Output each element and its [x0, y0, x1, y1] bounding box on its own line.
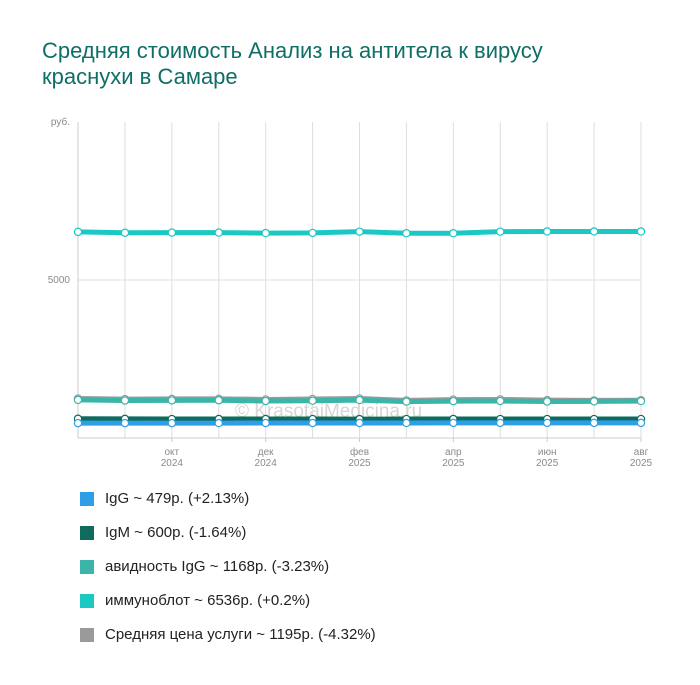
legend-label-immunoblot: иммуноблот ~ 6536р. (+0.2%): [105, 592, 311, 609]
x-tick-label-month: июн: [538, 447, 557, 458]
x-tick-label-month: апр: [445, 447, 462, 458]
x-tick-label-month: авг: [634, 447, 649, 458]
x-tick-label-month: дек: [258, 447, 274, 458]
y-axis-label: руб.: [51, 116, 70, 128]
legend-swatch-avidity: [80, 560, 94, 574]
data-point-immunoblot: [214, 228, 223, 237]
data-point-immunoblot: [261, 228, 270, 238]
data-point-immunoblot: [589, 227, 599, 236]
y-tick-label: 5000: [48, 275, 71, 286]
data-point-igg: [496, 418, 505, 428]
data-point-immunoblot: [402, 229, 411, 238]
data-point-avidity: [402, 397, 411, 406]
data-point-avidity: [167, 396, 177, 405]
x-tick-label-year: 2024: [255, 458, 278, 469]
data-point-immunoblot: [636, 227, 646, 236]
data-point-avidity: [355, 395, 364, 405]
data-point-avidity: [308, 396, 317, 405]
data-point-immunoblot: [355, 227, 364, 236]
data-point-avidity: [589, 397, 599, 406]
x-tick-label-year: 2025: [348, 458, 371, 469]
data-point-avidity: [542, 397, 552, 406]
line-chart: © KrasotaiMedicina.ru5000руб.окт2024дек2…: [48, 116, 653, 469]
x-tick-label-month: фев: [350, 446, 369, 458]
legend-swatch-immunoblot: [80, 594, 94, 608]
data-point-avidity: [214, 396, 223, 405]
data-point-immunoblot: [120, 228, 130, 237]
x-tick-label-year: 2024: [161, 458, 184, 469]
data-point-igg: [120, 418, 130, 428]
legend-label-igm: IgM ~ 600р. (-1.64%): [105, 524, 247, 541]
data-point-avidity: [120, 396, 130, 405]
data-point-immunoblot: [167, 228, 177, 237]
data-point-igg: [355, 418, 364, 428]
legend-label-avidity: авидность IgG ~ 1168р. (-3.23%): [105, 558, 330, 575]
data-point-igg: [261, 418, 270, 428]
data-point-immunoblot: [73, 227, 83, 237]
data-point-avidity: [73, 395, 83, 405]
data-point-igg: [402, 418, 411, 428]
x-tick-label-year: 2025: [630, 458, 653, 469]
data-point-igg: [636, 418, 646, 428]
data-point-igg: [308, 418, 317, 428]
data-point-immunoblot: [542, 227, 552, 236]
chart-title: Средняя стоимость Анализ на антитела к в…: [42, 38, 543, 89]
data-point-immunoblot: [308, 228, 317, 238]
legend-swatch-average: [80, 628, 94, 642]
data-point-immunoblot: [449, 229, 458, 238]
legend-label-average: Средняя цена услуги ~ 1195р. (-4.32%): [105, 626, 376, 643]
x-tick-label-year: 2025: [442, 458, 465, 469]
data-point-igg: [542, 418, 552, 428]
data-point-immunoblot: [496, 227, 505, 236]
data-point-avidity: [636, 396, 646, 406]
data-point-igg: [167, 418, 177, 428]
data-point-avidity: [496, 396, 505, 406]
legend-label-igg: IgG ~ 479р. (+2.13%): [105, 490, 250, 507]
legend-swatch-igg: [80, 492, 94, 506]
data-point-avidity: [261, 396, 270, 406]
x-tick-label-month: окт: [165, 447, 180, 458]
data-point-igg: [589, 418, 599, 428]
x-tick-label-year: 2025: [536, 458, 559, 469]
data-point-igg: [214, 418, 223, 428]
data-point-igg: [449, 418, 458, 428]
legend-swatch-igm: [80, 526, 94, 540]
data-point-igg: [73, 418, 83, 428]
data-point-avidity: [449, 396, 458, 406]
